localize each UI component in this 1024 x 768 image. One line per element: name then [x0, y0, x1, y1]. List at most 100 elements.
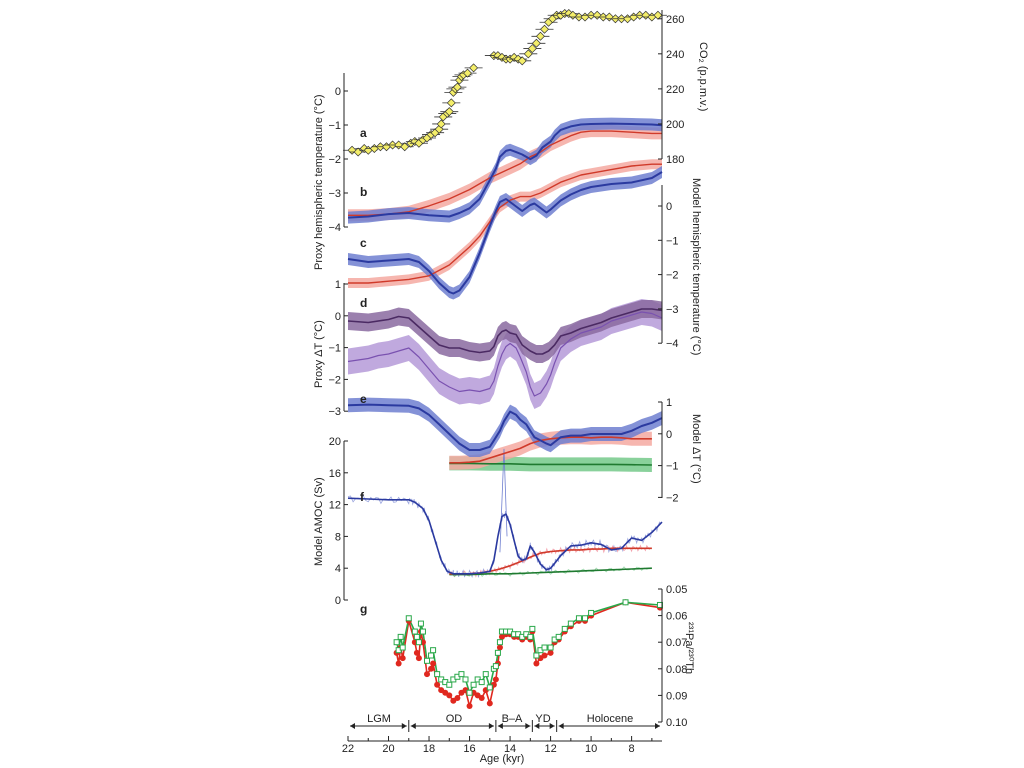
panel-b-model-band [348, 117, 662, 224]
proxy-dt-axis-label: 0 [335, 311, 341, 323]
panel-f-blue-line [347, 497, 663, 575]
co2-point [531, 38, 541, 48]
period-label-holocene: Holocene [587, 713, 633, 725]
proxy-hemi-axis-label: −1 [328, 120, 341, 132]
panel-label-f: f [360, 490, 365, 504]
amoc-axis-label: 16 [329, 468, 341, 480]
proxy-dt-axis-label: 1 [335, 279, 341, 291]
panel-d-proxy2-line [347, 311, 663, 397]
x-axis-tick-label: 20 [382, 743, 394, 755]
period-arrowhead-left [497, 723, 503, 729]
pa-th-point [527, 633, 534, 640]
co2-point [446, 98, 456, 108]
pa-th-point [399, 644, 406, 651]
x-axis-tick-label: 18 [423, 743, 435, 755]
pa-th-point [428, 652, 435, 659]
co2-point [353, 147, 363, 157]
x-axis-tick-label: 8 [629, 743, 635, 755]
model-hemi-axis-label: 0 [666, 201, 672, 213]
co2-point [400, 142, 410, 152]
pa-th-point [470, 681, 477, 688]
x-axis-tick-label: 16 [463, 743, 475, 755]
panel-label-e: e [360, 392, 367, 406]
co2-axis-label: 220 [666, 84, 684, 96]
co2-point [436, 119, 446, 129]
co2-axis-label: 260 [666, 14, 684, 26]
proxy-dt-axis-label: −3 [328, 406, 341, 418]
model-hemi-axis-label: −2 [666, 270, 679, 282]
panel-e-red-line [449, 436, 652, 464]
pa-th-point [547, 649, 554, 656]
pa-th-point [405, 615, 412, 622]
pa-th-point [415, 655, 422, 662]
model-dt-axis-label: Model ΔT (°C) [690, 414, 702, 484]
pa-th-point [434, 671, 441, 678]
period-label-ba: B–A [502, 713, 523, 725]
period-arrowhead-left [350, 723, 355, 729]
panel-c-proxy-line [348, 163, 662, 284]
co2-axis-label: 180 [666, 154, 684, 166]
model-hemi-axis-label: −4 [666, 338, 679, 350]
pa-th-point [397, 633, 404, 640]
panel-d-proxy1-band [348, 300, 662, 363]
pa-th-point [529, 625, 536, 632]
pa-th-point [588, 609, 595, 616]
panel-f-green-line [449, 567, 652, 576]
pa-th-point [417, 620, 424, 627]
panel-b-proxy-line [348, 130, 662, 216]
period-arrowhead-right [401, 723, 407, 729]
pa-th-point [430, 647, 437, 654]
co2-point [469, 63, 479, 73]
model-hemi-axis-label: −1 [666, 235, 679, 247]
pa-th-point [413, 633, 420, 640]
co2-point [452, 82, 462, 92]
proxy-hemispheric-axis-label: Proxy hemispheric temperature (°C) [313, 94, 325, 270]
model-dt-axis-label: 1 [666, 397, 672, 409]
proxy-dt-axis-label: Proxy ΔT (°C) [313, 320, 325, 388]
panel-label-b: b [360, 185, 367, 199]
pa-th-point [478, 679, 485, 686]
pa-th-point [533, 660, 540, 667]
pa-th-point [454, 695, 461, 702]
pa-th-point [533, 652, 540, 659]
pa-axis-label: 0.10 [666, 717, 687, 729]
period-arrowhead-left [558, 723, 564, 729]
pa-th-point [446, 681, 453, 688]
pa-th-point [567, 620, 574, 627]
panel-e-blue-line [347, 403, 663, 451]
pa-th-point [458, 671, 465, 678]
co2-point [444, 107, 454, 117]
co2-point [653, 10, 663, 20]
model-dt-axis-label: 0 [666, 429, 672, 441]
period-arrowhead-right [525, 723, 531, 729]
co2-point [523, 49, 533, 59]
period-arrowhead-right [549, 723, 555, 729]
pa-th-point [419, 628, 426, 635]
pa-th-point [494, 649, 501, 656]
pa-th-point [541, 652, 548, 659]
pa-th-point [424, 657, 431, 664]
period-label-od: OD [446, 713, 463, 725]
panel-d-proxy1-line [347, 308, 663, 355]
period-label-lgm: LGM [367, 713, 391, 725]
pa-th-point [399, 655, 406, 662]
model-dt-axis-label: −1 [666, 461, 679, 473]
pa-th-point [466, 703, 473, 710]
proxy-dt-axis-label: −2 [328, 374, 341, 386]
period-arrowhead-right [655, 723, 660, 729]
model-hemispheric-axis-label: Model hemispheric temperature (°C) [690, 178, 702, 355]
pa-th-point [575, 615, 582, 622]
pa-th-point [582, 615, 589, 622]
co2-point [540, 24, 549, 34]
pa-th-point [541, 644, 548, 651]
x-axis-tick-label: 14 [504, 743, 516, 755]
pa-th-point [424, 671, 431, 678]
panel-f-blue-raw [347, 494, 662, 579]
pa-th-point [428, 665, 435, 672]
pa-th-point [413, 649, 420, 656]
pa-axis-label: 0.05 [666, 584, 687, 596]
proxy-hemi-axis-label: 0 [335, 86, 341, 98]
pa-th-point [462, 676, 469, 683]
pa-th-point [555, 633, 562, 640]
